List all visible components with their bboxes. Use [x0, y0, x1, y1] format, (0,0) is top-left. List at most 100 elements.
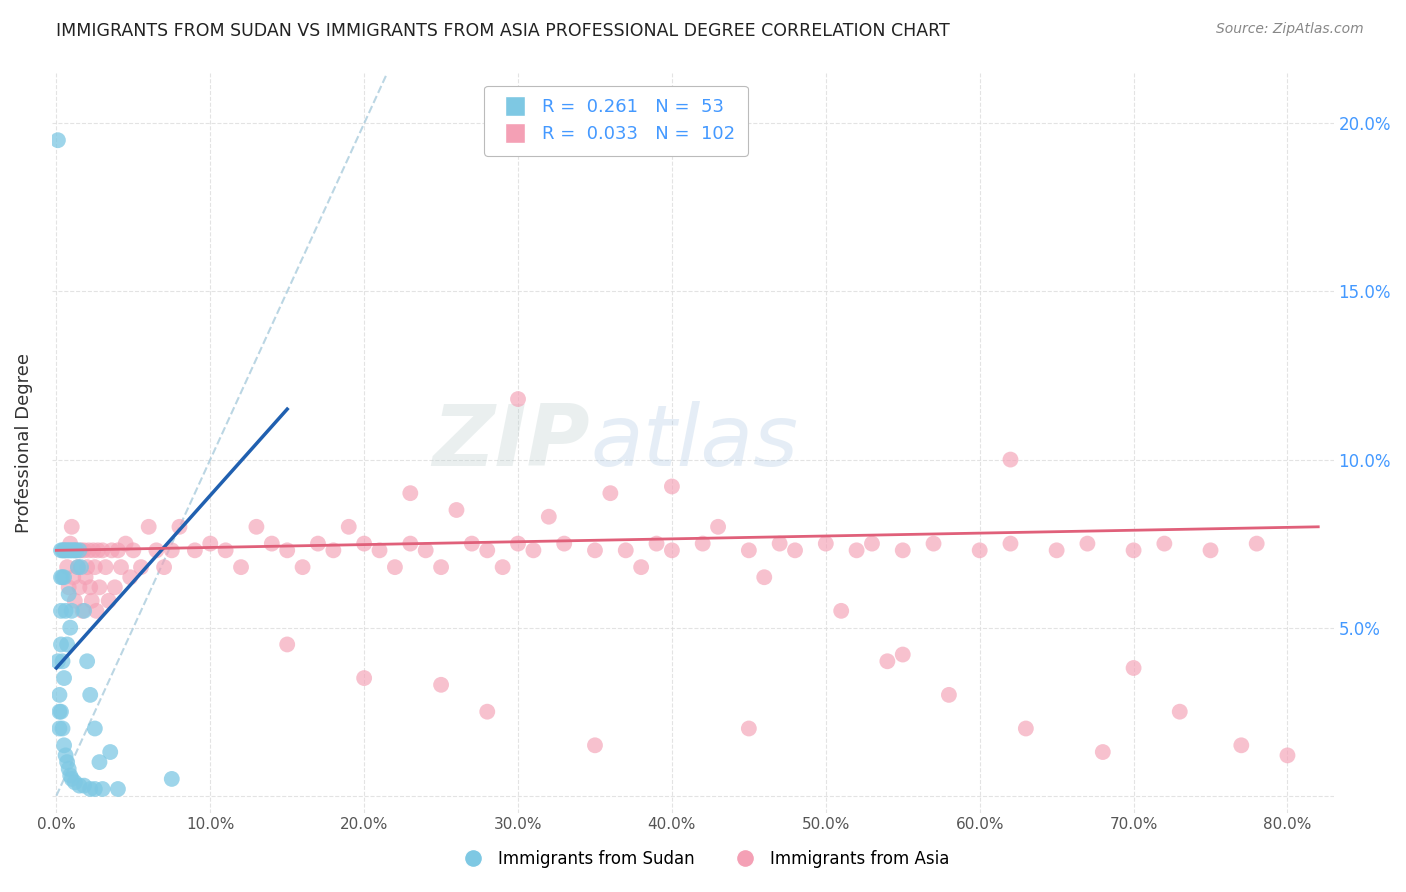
Point: [184, 543, 207, 558]
Point: [55, 748, 77, 763]
Point: [75, 570, 97, 584]
Point: [51, 654, 73, 668]
Point: [107, 543, 129, 558]
Point: [200, 536, 222, 550]
Point: [430, 560, 453, 574]
Point: [1230, 739, 1253, 753]
Point: [83, 560, 105, 574]
Text: IMMIGRANTS FROM SUDAN VS IMMIGRANTS FROM ASIA PROFESSIONAL DEGREE CORRELATION CH: IMMIGRANTS FROM SUDAN VS IMMIGRANTS FROM…: [56, 22, 950, 40]
Point: [80, 593, 103, 607]
Point: [399, 536, 422, 550]
Point: [1122, 661, 1144, 675]
Point: [104, 580, 127, 594]
Point: [661, 543, 683, 558]
Point: [415, 543, 437, 558]
Point: [60, 543, 83, 558]
Point: [876, 654, 898, 668]
Point: [86, 604, 108, 618]
Point: [938, 688, 960, 702]
Point: [1168, 705, 1191, 719]
Point: [506, 536, 529, 550]
Point: [122, 543, 145, 558]
Point: [46, 133, 69, 147]
Point: [56, 637, 79, 651]
Point: [1153, 536, 1175, 550]
Point: [446, 503, 468, 517]
Y-axis label: Professional Degree: Professional Degree: [15, 352, 32, 533]
Point: [48, 688, 70, 702]
Point: [60, 520, 83, 534]
Point: [160, 543, 183, 558]
Point: [46, 654, 69, 668]
Point: [276, 543, 298, 558]
Point: [69, 580, 91, 594]
Point: [214, 543, 236, 558]
Point: [65, 543, 87, 558]
Point: [59, 621, 82, 635]
Point: [614, 543, 637, 558]
Point: [63, 543, 86, 558]
Point: [48, 705, 70, 719]
Point: [506, 392, 529, 406]
Point: [599, 486, 621, 500]
Point: [73, 543, 96, 558]
Point: [630, 560, 652, 574]
Point: [66, 560, 89, 574]
Point: [60, 604, 83, 618]
Point: [291, 560, 314, 574]
Point: [91, 782, 114, 797]
Point: [58, 762, 80, 776]
Point: [276, 637, 298, 651]
Point: [1246, 536, 1268, 550]
Point: [129, 560, 152, 574]
Point: [97, 593, 120, 607]
Point: [891, 648, 914, 662]
Point: [62, 570, 84, 584]
Point: [58, 580, 80, 594]
Point: [73, 779, 96, 793]
Point: [49, 604, 72, 618]
Point: [322, 543, 344, 558]
Point: [69, 779, 91, 793]
Point: [51, 543, 73, 558]
Point: [49, 705, 72, 719]
Point: [153, 560, 176, 574]
Point: [62, 543, 84, 558]
Point: [661, 479, 683, 493]
Point: [1277, 748, 1299, 763]
Point: [491, 560, 513, 574]
Point: [260, 536, 283, 550]
Point: [769, 536, 792, 550]
Point: [169, 520, 191, 534]
Point: [583, 739, 606, 753]
Point: [70, 560, 93, 574]
Point: [59, 543, 82, 558]
Point: [83, 722, 105, 736]
Point: [55, 604, 77, 618]
Point: [65, 543, 87, 558]
Point: [83, 782, 105, 797]
Point: [100, 543, 122, 558]
Point: [77, 543, 100, 558]
Point: [53, 671, 76, 685]
Point: [1000, 452, 1022, 467]
Point: [384, 560, 406, 574]
Point: [120, 570, 142, 584]
Point: [692, 536, 714, 550]
Point: [1076, 536, 1098, 550]
Point: [368, 543, 391, 558]
Point: [583, 543, 606, 558]
Point: [145, 543, 167, 558]
Point: [76, 654, 98, 668]
Point: [49, 637, 72, 651]
Point: [58, 587, 80, 601]
Point: [49, 570, 72, 584]
Point: [76, 560, 98, 574]
Point: [53, 543, 76, 558]
Point: [245, 520, 267, 534]
Point: [160, 772, 183, 786]
Point: [56, 560, 79, 574]
Point: [891, 543, 914, 558]
Point: [337, 520, 360, 534]
Point: [1122, 543, 1144, 558]
